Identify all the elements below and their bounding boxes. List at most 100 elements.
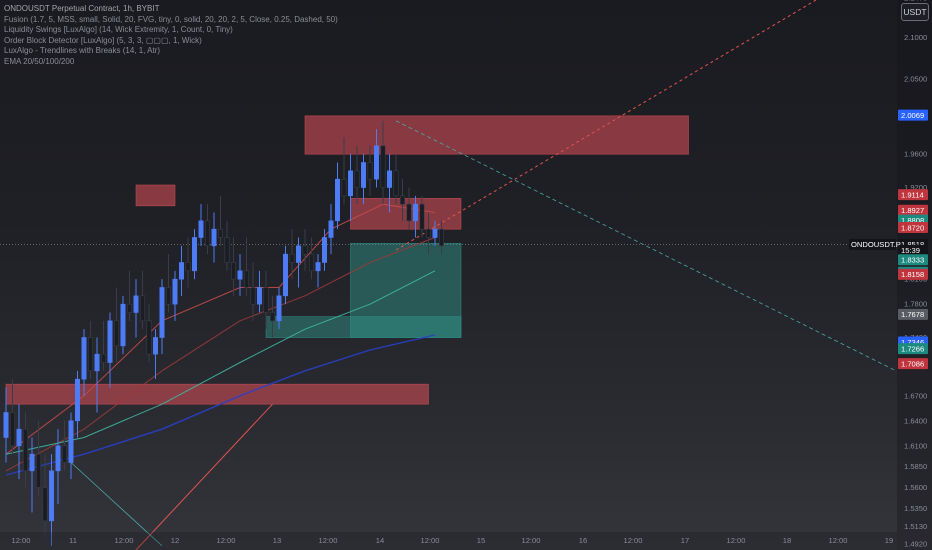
- candle-body: [256, 287, 262, 305]
- zone-supply-3: [350, 198, 462, 230]
- time-tick-label: 12:00: [828, 536, 847, 545]
- price-badge-label: 1.7266: [901, 344, 924, 353]
- candle-body: [127, 303, 133, 313]
- indicator-fusion[interactable]: Fusion (1.7, 5, MSS, small, Solid, 20, F…: [4, 14, 338, 24]
- candle: [334, 162, 340, 230]
- candle: [3, 387, 9, 463]
- price-badge: [898, 254, 928, 266]
- zone-supply-1: [135, 184, 176, 207]
- candle: [244, 237, 250, 296]
- candle-body: [172, 278, 178, 305]
- candle: [55, 429, 61, 505]
- price-tick-label: 1.5600: [904, 483, 927, 492]
- candle-body: [321, 237, 327, 263]
- price-tick-label: 2.1000: [904, 33, 927, 42]
- price-tick-label: 1.9600: [904, 150, 927, 159]
- price-badge: [898, 109, 928, 121]
- time-tick-label: 12:00: [420, 536, 439, 545]
- time-tick-label: 16: [579, 536, 587, 545]
- price-tick-label: 1.5850: [904, 462, 927, 471]
- candle: [419, 195, 425, 238]
- symbol-title[interactable]: ONDOUSDT Perpetual Contract, 1h, BYBIT: [4, 4, 160, 13]
- indicator-order-block[interactable]: Order Block Detector [LuxAlgo] (5, 3, 3,…: [4, 35, 202, 45]
- price-tick-label: 1.6400: [904, 416, 927, 425]
- indicator-ema[interactable]: EMA 20/50/100/200: [4, 56, 75, 66]
- indicator-liquidity-swings[interactable]: Liquidity Swings [LuxAlgo] (14, Wick Ext…: [4, 25, 233, 34]
- price-badge-label: 15:39: [901, 246, 920, 255]
- candle-body: [107, 320, 113, 363]
- candle: [380, 120, 386, 205]
- zones-layer: [5, 115, 689, 405]
- candle-body: [393, 170, 399, 197]
- time-tick-label: 11: [69, 536, 77, 545]
- price-tick-label: 1.5130: [904, 522, 927, 531]
- candle-body: [61, 445, 67, 463]
- candle-body: [373, 145, 379, 180]
- ema-line-4: [5, 334, 436, 476]
- candle-body: [399, 195, 405, 205]
- candle: [308, 237, 314, 280]
- price-badge-label: 1.8808: [901, 216, 924, 225]
- price-badge-label: 1.8158: [901, 270, 924, 279]
- candle-body: [406, 203, 412, 222]
- candle: [75, 370, 81, 438]
- price-badge: [898, 204, 928, 216]
- candle-body: [88, 337, 94, 372]
- candle: [42, 454, 48, 538]
- candle-body: [328, 220, 334, 238]
- last-price-symbol-bg: [849, 238, 896, 250]
- candle-body: [341, 178, 347, 197]
- ema-line-3: [5, 270, 436, 455]
- candle-body: [3, 412, 9, 438]
- candle-body: [10, 412, 16, 447]
- price-badge-label: 1.7086: [901, 359, 924, 368]
- candle: [120, 295, 126, 355]
- zone-supply-0: [5, 383, 429, 405]
- candle: [341, 137, 347, 205]
- time-axis: 12:00 11 12:00 12 12:00 13 12:00 14 12:00 15 12:00…: [0, 532, 897, 550]
- candle-body: [81, 337, 87, 380]
- candle-body: [22, 428, 28, 472]
- candle: [22, 412, 28, 488]
- candle-body: [347, 170, 353, 197]
- candle: [114, 287, 120, 363]
- candle-body: [75, 378, 81, 422]
- time-tick-label: 14: [376, 536, 384, 545]
- candle: [432, 220, 438, 246]
- candles-layer: [3, 120, 444, 546]
- candle: [101, 320, 107, 371]
- price-badge: [898, 222, 928, 233]
- price-tick-label: 2.0500: [904, 75, 927, 84]
- candle-body: [42, 487, 48, 522]
- ema-line-2: [5, 237, 436, 472]
- candle-body: [263, 287, 269, 313]
- candle-body: [334, 178, 340, 222]
- candle-body: [192, 237, 198, 272]
- zone-supply-2: [304, 115, 689, 155]
- candle: [360, 154, 366, 205]
- candle: [198, 204, 204, 246]
- candle: [399, 179, 405, 221]
- candle-body: [282, 253, 288, 297]
- price-badge-label: 1.7678: [901, 310, 924, 319]
- price-badge-label: 2.0069: [901, 111, 924, 120]
- currency-button[interactable]: USDT: [901, 3, 929, 21]
- candle: [269, 295, 275, 338]
- candle: [263, 270, 269, 330]
- candle: [256, 270, 262, 313]
- price-badge: [898, 343, 928, 355]
- candle: [393, 154, 399, 205]
- candle: [185, 237, 191, 288]
- candle: [367, 145, 373, 196]
- time-tick-label: 12:00: [318, 536, 337, 545]
- indicator-trendlines[interactable]: LuxAlgo - Trendlines with Breaks (14, 1,…: [4, 46, 161, 55]
- candle: [81, 329, 87, 396]
- price-tick-label: 1.5350: [904, 504, 927, 513]
- time-tick-label: 18: [783, 536, 791, 545]
- price-tick-label: 1.6100: [904, 441, 927, 450]
- candle: [347, 154, 353, 221]
- price-badge: [898, 358, 928, 370]
- trendlines-layer: [0, 0, 897, 550]
